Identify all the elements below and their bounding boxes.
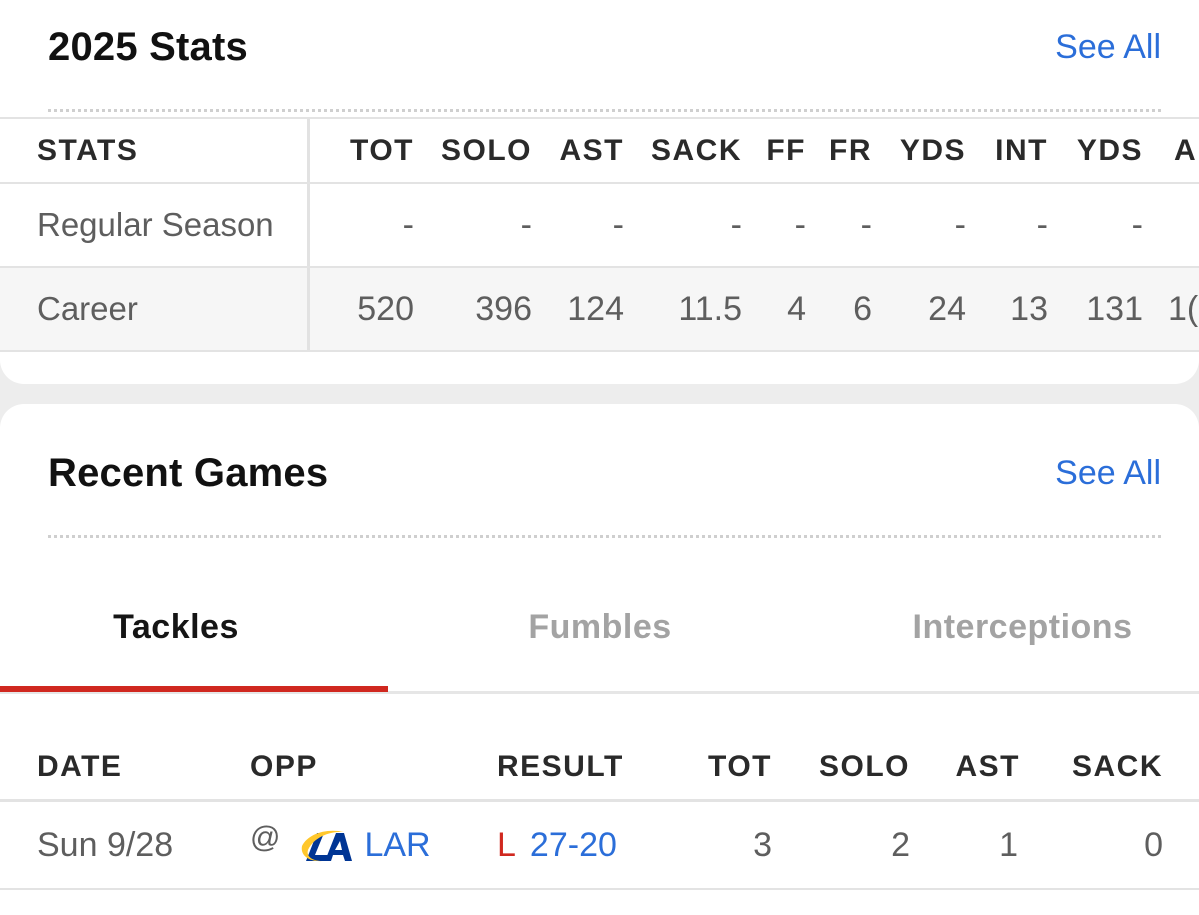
stats-label-column: Regular Season bbox=[0, 184, 310, 266]
header-int: INT bbox=[995, 133, 1048, 167]
header-yds: YDS bbox=[899, 133, 966, 167]
header-result: RESULT bbox=[497, 749, 624, 783]
tab-interceptions[interactable]: Interceptions bbox=[912, 608, 1133, 646]
value-truncated: 1( bbox=[1168, 289, 1199, 328]
value-yds: 24 bbox=[928, 289, 966, 328]
stats-card-header: 2025 Stats See All bbox=[48, 17, 1161, 77]
game-tot: 3 bbox=[753, 825, 772, 864]
value-int: - bbox=[1036, 205, 1048, 244]
header-stats: STATS bbox=[37, 133, 139, 167]
value-ast: 124 bbox=[567, 289, 624, 328]
value-ff: 4 bbox=[787, 289, 806, 328]
recent-games-divider bbox=[48, 535, 1161, 538]
header-truncated: A bbox=[1174, 133, 1198, 167]
opponent-abbr: LAR bbox=[364, 825, 431, 864]
recent-games-see-all-link[interactable]: See All bbox=[1055, 453, 1161, 492]
header-solo: SOLO bbox=[440, 133, 532, 167]
game-ast: 1 bbox=[999, 825, 1018, 864]
header-ast: AST bbox=[955, 749, 1020, 783]
stats-label-column: Career bbox=[0, 268, 310, 350]
stats-card: 2025 Stats See All STATS TOT SOLO AST SA… bbox=[0, 0, 1199, 384]
games-table-header: DATE OPP RESULT TOT SOLO AST SACK bbox=[0, 734, 1199, 802]
header-sack: SACK bbox=[1071, 749, 1163, 783]
value-fr: - bbox=[860, 205, 872, 244]
stats-divider bbox=[48, 109, 1161, 112]
game-row[interactable]: Sun 9/28 @ LAR L 27-20 3 2 1 0 bbox=[0, 802, 1199, 890]
value-fr: 6 bbox=[853, 289, 872, 328]
recent-games-title: Recent Games bbox=[48, 450, 329, 495]
value-int-yds: 131 bbox=[1086, 289, 1143, 328]
game-sack: 0 bbox=[1144, 825, 1163, 864]
header-int-yds: YDS bbox=[1076, 133, 1143, 167]
header-tot: TOT bbox=[708, 749, 772, 783]
recent-games-tabs: Tackles Fumbles Interceptions bbox=[0, 564, 1199, 694]
row-label: Regular Season bbox=[37, 206, 274, 243]
header-fr: FR bbox=[829, 133, 872, 167]
game-opponent[interactable]: @ LAR bbox=[250, 802, 431, 888]
value-yds: - bbox=[954, 205, 966, 244]
rams-logo-icon bbox=[302, 830, 353, 862]
stats-card-title: 2025 Stats bbox=[48, 24, 248, 69]
value-solo: - bbox=[520, 205, 532, 244]
result-letter: L bbox=[497, 825, 516, 864]
value-int: 13 bbox=[1010, 289, 1048, 328]
active-tab-indicator bbox=[0, 686, 388, 692]
value-ff: - bbox=[794, 205, 806, 244]
stats-row-career: Career 520 396 124 11.5 4 6 24 13 131 1( bbox=[0, 268, 1199, 352]
away-indicator: @ bbox=[250, 821, 281, 854]
game-solo: 2 bbox=[891, 825, 910, 864]
header-ff: FF bbox=[766, 133, 806, 167]
stats-table-header: STATS TOT SOLO AST SACK FF FR YDS INT YD… bbox=[0, 117, 1199, 184]
stats-see-all-link[interactable]: See All bbox=[1055, 27, 1161, 66]
tab-fumbles[interactable]: Fumbles bbox=[528, 608, 672, 646]
value-ast: - bbox=[612, 205, 624, 244]
recent-games-card: Recent Games See All Tackles Fumbles Int… bbox=[0, 404, 1199, 915]
header-sack: SACK bbox=[650, 133, 742, 167]
tab-tackles[interactable]: Tackles bbox=[113, 608, 239, 646]
header-ast: AST bbox=[559, 133, 624, 167]
value-solo: 396 bbox=[475, 289, 532, 328]
value-tot: 520 bbox=[357, 289, 414, 328]
value-int-yds: - bbox=[1131, 205, 1143, 244]
value-tot: - bbox=[402, 205, 414, 244]
header-opp: OPP bbox=[250, 749, 318, 783]
row-label: Career bbox=[37, 290, 138, 327]
value-sack: - bbox=[730, 205, 742, 244]
stats-label-column: STATS bbox=[0, 119, 310, 182]
header-tot: TOT bbox=[350, 133, 414, 167]
header-date: DATE bbox=[37, 749, 123, 783]
value-sack: 11.5 bbox=[678, 289, 742, 328]
recent-games-header: Recent Games See All bbox=[48, 443, 1161, 503]
game-result[interactable]: L 27-20 bbox=[497, 802, 617, 888]
header-solo: SOLO bbox=[818, 749, 910, 783]
result-score: 27-20 bbox=[529, 825, 617, 864]
stats-row-regular-season: Regular Season - - - - - - - - - bbox=[0, 184, 1199, 268]
game-date: Sun 9/28 bbox=[37, 825, 174, 864]
